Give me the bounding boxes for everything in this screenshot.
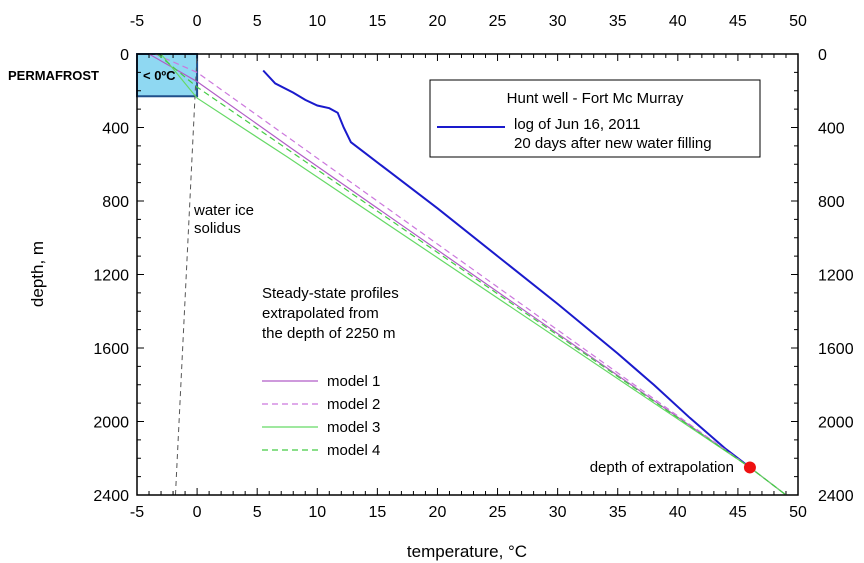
y-tick-label-right: 400 [818, 121, 845, 138]
y-tick-label-right: 2400 [818, 488, 854, 505]
y-tick-label-left: 400 [102, 121, 129, 138]
x-tick-label-bottom: 35 [609, 504, 627, 521]
x-tick-label-bottom: 0 [193, 504, 202, 521]
extrapolation-label: depth of extrapolation [590, 459, 734, 476]
permafrost-label: PERMAFROST [8, 68, 99, 83]
series-line-model-4 [157, 53, 787, 496]
tick-labels: -5-5005510101515202025253030353540404545… [93, 13, 853, 521]
x-tick-label-top: 5 [253, 13, 262, 30]
models-legend-title-2: extrapolated from [262, 305, 379, 322]
markers [743, 461, 756, 474]
x-tick-label-top: 50 [789, 13, 807, 30]
x-tick-label-top: 25 [489, 13, 507, 30]
y-tick-label-right: 2000 [818, 415, 854, 432]
models-legend-title-1: Steady-state profiles [262, 285, 399, 302]
x-tick-label-top: 15 [368, 13, 386, 30]
models-legend-entries: model 1 model 2 model 3 model 4 [262, 373, 380, 459]
model-legend-label: model 2 [327, 396, 380, 413]
y-axis-label: depth, m [28, 241, 47, 307]
solidus-line [174, 53, 198, 496]
permafrost-temp-label: < 0ºC [143, 68, 176, 83]
x-tick-label-bottom: 45 [729, 504, 747, 521]
series-line-model-3 [160, 53, 787, 496]
x-tick-label-top: 30 [549, 13, 567, 30]
y-tick-label-left: 800 [102, 194, 129, 211]
x-tick-label-bottom: 40 [669, 504, 687, 521]
main-legend: Hunt well - Fort Mc Murray log of Jun 16… [429, 79, 761, 158]
y-tick-label-right: 1600 [818, 341, 854, 358]
y-tick-label-right: 800 [818, 194, 845, 211]
x-tick-label-bottom: 5 [253, 504, 262, 521]
plot-frame [136, 53, 799, 496]
model-legend-label: model 1 [327, 373, 380, 390]
y-tick-label-right: 0 [818, 47, 827, 64]
x-tick-label-bottom: 30 [549, 504, 567, 521]
solidus-label-line1: water ice [193, 202, 254, 219]
x-tick-label-bottom: 25 [489, 504, 507, 521]
main-legend-frame [429, 79, 761, 158]
y-tick-label-left: 1200 [93, 268, 129, 285]
extrapolation-point [743, 461, 756, 474]
models-legend-title-3: the depth of 2250 m [262, 325, 395, 342]
model-legend-label: model 4 [327, 442, 380, 459]
series-line-log-of-jun-16-2011 [262, 69, 751, 469]
x-tick-label-top: 20 [429, 13, 447, 30]
x-tick-label-top: 0 [193, 13, 202, 30]
x-tick-label-top: 45 [729, 13, 747, 30]
x-tick-label-top: 10 [308, 13, 326, 30]
x-tick-label-top: 35 [609, 13, 627, 30]
models-legend: Steady-state profiles extrapolated from … [262, 285, 399, 459]
y-tick-label-left: 2400 [93, 488, 129, 505]
x-tick-label-bottom: 15 [368, 504, 386, 521]
x-tick-label-bottom: -5 [130, 504, 144, 521]
model-legend-label: model 3 [327, 419, 380, 436]
main-legend-title: Hunt well - Fort Mc Murray [507, 90, 684, 107]
solidus-label-line2: solidus [194, 220, 241, 237]
x-tick-label-top: -5 [130, 13, 144, 30]
x-tick-label-top: 40 [669, 13, 687, 30]
y-tick-label-left: 1600 [93, 341, 129, 358]
main-legend-line2: 20 days after new water filling [514, 135, 712, 152]
x-axis-label: temperature, °C [407, 542, 527, 561]
y-tick-label-left: 0 [120, 47, 129, 64]
y-tick-label-right: 1200 [818, 268, 854, 285]
y-tick-label-left: 2000 [93, 415, 129, 432]
series-lines [148, 53, 787, 496]
main-legend-line1: log of Jun 16, 2011 [514, 116, 641, 133]
x-tick-label-bottom: 20 [429, 504, 447, 521]
x-tick-label-bottom: 10 [308, 504, 326, 521]
x-tick-label-bottom: 50 [789, 504, 807, 521]
